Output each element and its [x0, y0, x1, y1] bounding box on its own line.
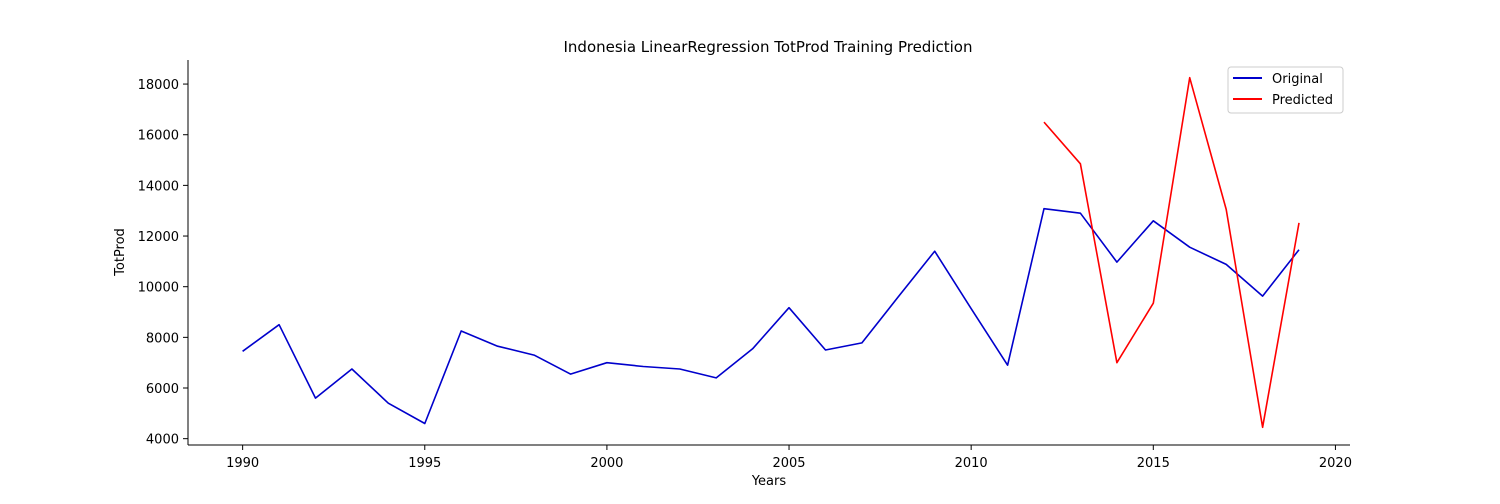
- x-tick-label: 1995: [408, 456, 441, 471]
- x-tick-label: 2010: [955, 456, 988, 471]
- y-tick-label: 6000: [146, 382, 179, 397]
- legend: Original Predicted: [1227, 66, 1344, 114]
- x-ticks: 1990 1995 2000 2005 2010 2015 2020: [226, 445, 1352, 471]
- y-tick-label: 8000: [146, 331, 179, 346]
- x-axis-label: Years: [751, 474, 787, 489]
- y-tick-label: 18000: [138, 78, 179, 93]
- chart-title: Indonesia LinearRegression TotProd Train…: [564, 38, 973, 56]
- y-axis-label: TotProd: [113, 228, 128, 277]
- x-tick-label: 2015: [1137, 456, 1170, 471]
- x-tick-label: 2005: [772, 456, 805, 471]
- legend-label-predicted: Predicted: [1272, 93, 1333, 108]
- y-tick-label: 12000: [138, 230, 179, 245]
- x-tick-label: 2020: [1319, 456, 1352, 471]
- plot-area: [242, 76, 1300, 429]
- series-line-predicted: [1043, 76, 1300, 429]
- x-tick-label: 2000: [590, 456, 623, 471]
- y-tick-label: 10000: [138, 281, 179, 296]
- series-line-original: [242, 207, 1300, 425]
- legend-label-original: Original: [1272, 72, 1323, 87]
- x-tick-label: 1990: [226, 456, 259, 471]
- y-tick-label: 16000: [138, 129, 179, 144]
- y-tick-label: 4000: [146, 433, 179, 448]
- y-ticks: 4000 6000 8000 10000 12000 14000 16000 18000: [138, 78, 188, 448]
- axes: 1990 1995 2000 2005 2010 2015 2020 4000 6000 800…: [138, 60, 1352, 471]
- y-tick-label: 14000: [138, 179, 179, 194]
